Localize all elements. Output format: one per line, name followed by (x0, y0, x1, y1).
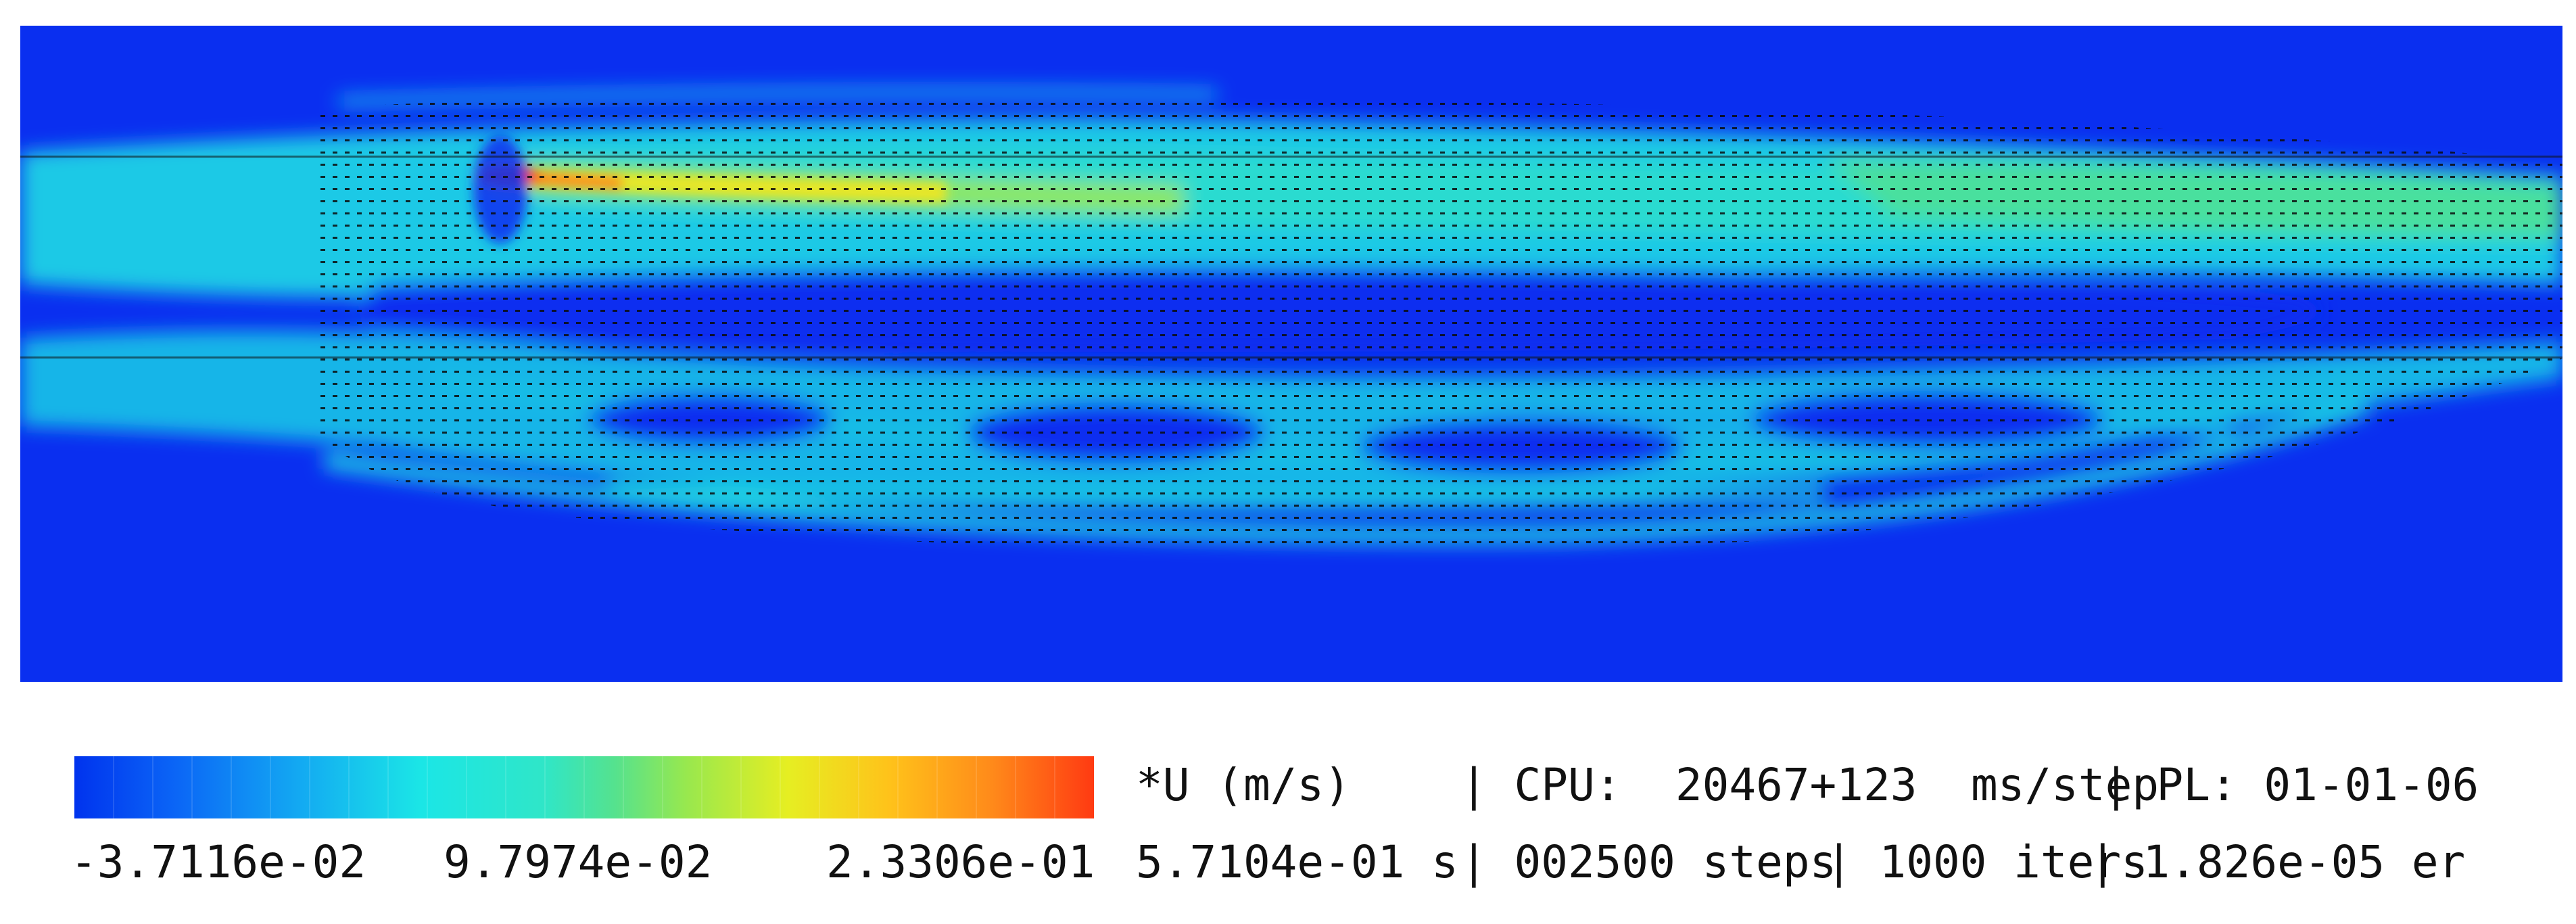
cpu-readout: | CPU: 20467+123 ms/step (1460, 759, 2160, 811)
colorbar-segments (113, 756, 1055, 818)
colorbar (74, 756, 1094, 818)
colorbar-min-label: -3.7116e-02 (70, 836, 366, 888)
colorbar-mid-label: 9.7974e-02 (444, 836, 713, 888)
error-readout: | 1.826e-05 er (2089, 836, 2466, 888)
colorbar-max-label: 2.3306e-01 (826, 836, 1095, 888)
iters-readout: | 1000 iters (1826, 836, 2148, 888)
velocity-field (20, 26, 2562, 682)
time-readout: 5.7104e-01 s (1136, 836, 1458, 888)
pl-readout: | PL: 01-01-06 (2103, 759, 2479, 811)
variable-label: *U (m/s) (1136, 759, 1351, 811)
velocity-vectors (20, 26, 2562, 682)
steps-readout: | 002500 steps (1460, 836, 1837, 888)
